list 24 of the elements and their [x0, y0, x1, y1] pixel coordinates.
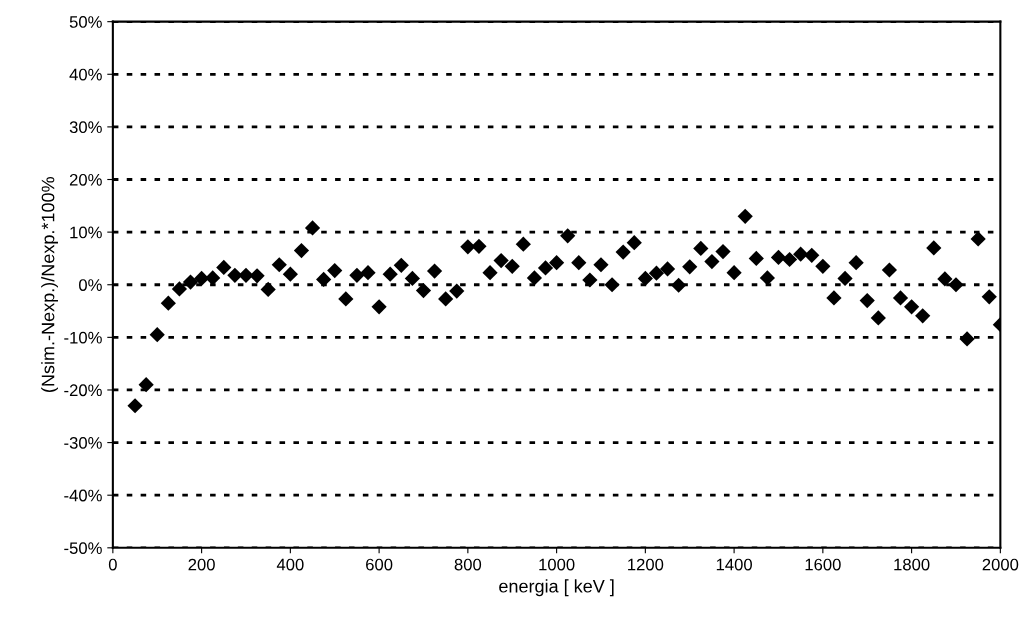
y-tick-label: 50% — [69, 16, 102, 28]
y-tick-label: -50% — [64, 542, 102, 555]
x-tick-label: 1400 — [716, 558, 752, 571]
y-tick-label: -40% — [64, 489, 102, 502]
y-tick-label: -30% — [64, 436, 102, 449]
y-tick-label: 10% — [70, 226, 102, 239]
x-tick-label: 1800 — [894, 558, 930, 571]
y-tick-label: -20% — [64, 384, 102, 397]
y-tick-label: 20% — [69, 173, 102, 186]
x-tick-label: 1200 — [628, 558, 664, 571]
y-tick-label: 30% — [69, 121, 102, 134]
x-tick-label: 2000 — [982, 558, 1019, 571]
x-tick-label: 600 — [366, 558, 393, 571]
x-tick-label: 1600 — [805, 558, 841, 571]
y-tick-label: 40% — [69, 68, 102, 81]
x-tick-label: 0 — [108, 558, 117, 571]
x-tick-label: 400 — [276, 558, 304, 571]
x-axis-title: energia [ keV ] — [499, 579, 614, 597]
x-tick-label: 200 — [188, 558, 215, 571]
y-tick-label: 0% — [79, 279, 102, 291]
y-axis-title: (Nsim.-Nexp.)/Nexp.*100% — [41, 177, 58, 392]
x-tick-label: 1000 — [539, 558, 575, 571]
y-tick-label: -10% — [64, 331, 102, 344]
x-tick-label: 800 — [454, 558, 482, 571]
